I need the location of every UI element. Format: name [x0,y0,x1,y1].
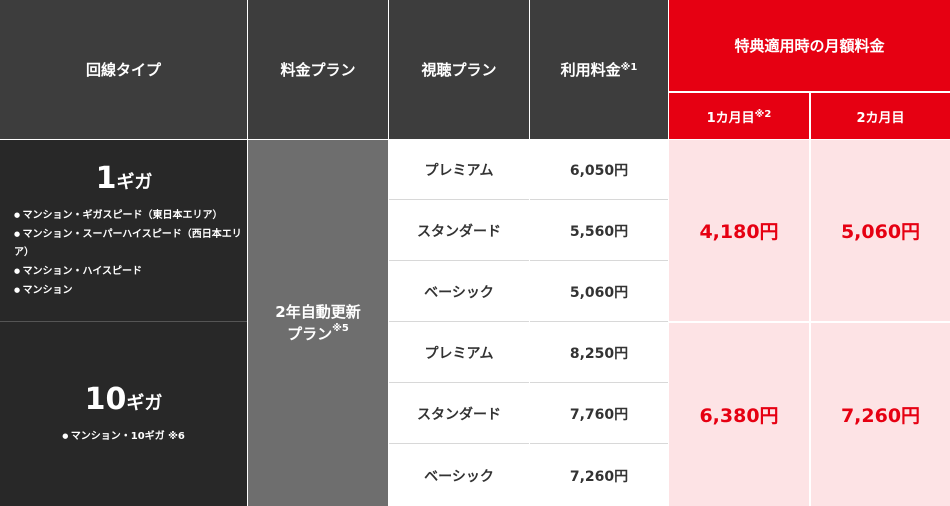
benefit-month1-10giga: 6,380円 [669,323,809,506]
table-row-plan: プレミアム [389,140,529,200]
table-row-price: 7,260円 [530,445,668,506]
speed-num: 1 [95,161,117,196]
table-row-plan: ベーシック [389,262,529,322]
plan-price: 8,250円 [569,345,629,362]
table-row-plan: スタンダード [389,384,529,444]
line-item: マンション [14,281,247,300]
header-benefit-label: 特典適用時の月額料金 [734,37,885,55]
plan-price: 7,260円 [569,468,629,485]
header-month1: 1カ月目 ※2 [669,93,809,139]
header-view-plan-label: 視聴プラン [421,61,497,79]
plan-name: ベーシック [424,284,494,301]
fee-plan-line1: 2年自動更新 [275,302,361,321]
plan-price: 7,760円 [569,406,629,423]
benefit-price: 7,260円 [840,405,921,427]
benefit-price: 4,180円 [699,221,779,243]
header-month2: 2カ月目 [810,93,950,139]
speed-unit: ギガ [116,172,153,193]
header-month2-label: 2カ月目 [856,110,905,126]
header-view-plan: 視聴プラン [389,0,529,139]
month1-note: ※2 [754,108,772,120]
plan-name: プレミアム [424,162,494,179]
benefit-month2-10giga: 7,260円 [810,323,950,506]
plan-name: ベーシック [424,468,494,485]
line-item: マンション・10ギガ ※6 [62,427,185,446]
speed-unit: ギガ [126,393,163,414]
plan-name: プレミアム [424,345,494,362]
table-row-price: 5,560円 [530,201,668,261]
usage-fee-note: ※1 [620,62,638,73]
benefit-month2-1giga: 5,060円 [810,140,950,322]
line-type-10giga: 10ギガ マンション・10ギガ ※6 [0,322,247,506]
header-month1-label: 1カ月目 [706,110,755,126]
speed-title-10giga: 10ギガ [0,382,247,417]
table-row-plan: プレミアム [389,323,529,383]
line-item: マンション・ハイスピード [14,262,247,281]
header-usage-fee-label: 利用料金 [560,61,621,79]
benefit-price: 5,060円 [840,221,921,243]
header-line-type-label: 回線タイプ [85,61,161,79]
speed-title-1giga: 1ギガ [14,161,234,196]
fee-plan-line2: プラン [287,325,333,343]
plan-price: 5,560円 [569,223,629,240]
fee-plan-line2-wrap: プラン※5 [287,323,349,346]
line-type-1giga: 1ギガ マンション・ギガスピード（東日本エリア） マンション・スーパーハイスピー… [0,140,247,321]
table-row-price: 8,250円 [530,323,668,383]
table-row-price: 5,060円 [530,262,668,322]
header-line-type: 回線タイプ [0,0,247,139]
fee-plan-cell: 2年自動更新 プラン※5 [248,140,388,506]
header-fee-plan-label: 料金プラン [280,61,356,79]
header-usage-fee: 利用料金 ※1 [530,0,668,139]
line-list-10giga: マンション・10ギガ ※6 [62,427,185,446]
group-divider [0,321,247,322]
plan-price: 5,060円 [569,284,629,301]
line-item: マンション・ギガスピード（東日本エリア） [14,206,247,225]
table-row-plan: ベーシック [389,445,529,506]
benefit-price: 6,380円 [699,405,779,427]
table-row-price: 7,760円 [530,384,668,444]
benefit-month1-1giga: 4,180円 [669,140,809,322]
header-fee-plan: 料金プラン [248,0,388,139]
line-item: マンション・スーパーハイスピード（西日本エリア） [14,225,247,262]
plan-name: スタンダード [417,223,501,240]
speed-num: 10 [84,382,127,417]
line-list-1giga: マンション・ギガスピード（東日本エリア） マンション・スーパーハイスピード（西日… [14,206,247,300]
fee-plan-note: ※5 [332,323,349,334]
table-row-price: 6,050円 [530,140,668,200]
table-row-plan: スタンダード [389,201,529,261]
header-benefit: 特典適用時の月額料金 [669,0,950,92]
plan-price: 6,050円 [569,162,629,179]
plan-name: スタンダード [417,406,501,423]
